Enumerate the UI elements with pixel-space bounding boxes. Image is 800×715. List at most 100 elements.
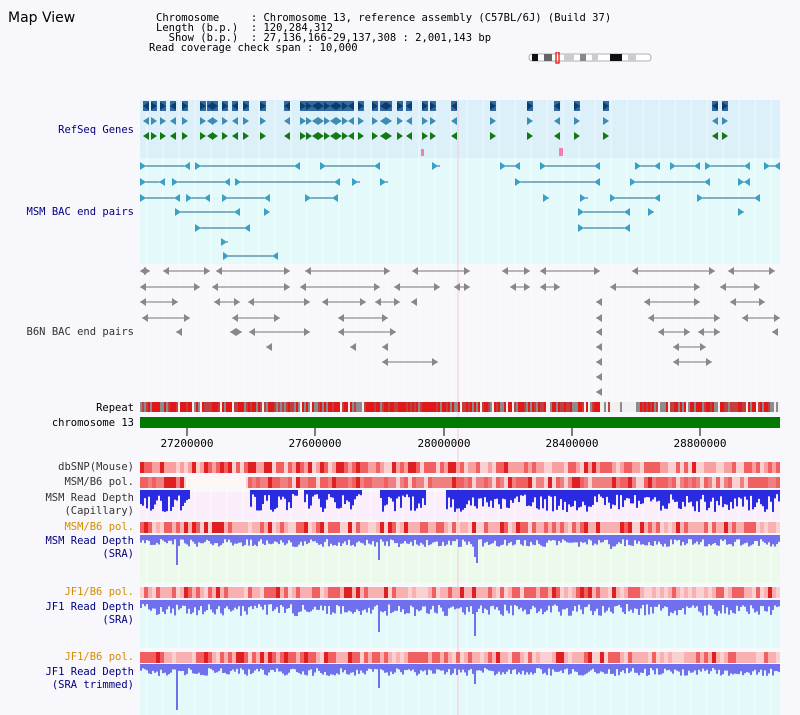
repeat-segment — [712, 402, 714, 412]
jf1-read-depth-trimmed-label-line1[interactable]: JF1 Read Depth — [45, 666, 134, 678]
b6n-bac-end — [304, 298, 310, 306]
msm-bac-end-pairs-label[interactable]: MSM BAC end pairs — [26, 206, 134, 218]
polymorphism-cell — [344, 462, 348, 473]
depth-bar — [312, 490, 314, 497]
polymorphism-cell — [676, 522, 680, 533]
depth-bar — [744, 600, 746, 607]
polymorphism-cell — [692, 587, 696, 598]
polymorphism-cell — [564, 477, 568, 488]
jf1-b6-polymorphism-label[interactable]: JF1/B6 pol. — [64, 586, 134, 598]
jf1-read-depth-sra-label-line1[interactable]: JF1 Read Depth — [45, 601, 134, 613]
repeat-segment — [242, 402, 244, 412]
depth-bar — [778, 535, 780, 542]
depth-bar — [330, 600, 332, 615]
depth-bar — [754, 600, 756, 613]
refseq-gene-arrow — [312, 102, 318, 110]
refseq-gene-arrow — [232, 102, 238, 110]
depth-bar — [646, 535, 648, 546]
repeat-segment — [432, 402, 434, 412]
depth-bar — [254, 664, 256, 671]
depth-bar — [368, 664, 370, 669]
refseq-gene-arrow — [554, 132, 560, 140]
depth-bar — [656, 600, 658, 607]
dbsnp-mouse-label[interactable]: dbSNP(Mouse) — [58, 461, 134, 473]
depth-bar — [228, 600, 230, 610]
depth-bar — [420, 490, 422, 508]
polymorphism-cell — [664, 462, 668, 473]
polymorphism-cell — [512, 587, 516, 598]
depth-bar — [670, 664, 672, 672]
depth-bar — [646, 490, 648, 498]
depth-bar — [702, 535, 704, 540]
polymorphism-cell — [584, 652, 588, 663]
depth-bar — [572, 600, 574, 611]
depth-bar — [172, 490, 174, 507]
polymorphism-cell — [240, 522, 244, 533]
depth-bar — [380, 490, 382, 498]
msm-read-depth-sra-label-line1[interactable]: MSM Read Depth — [45, 535, 134, 547]
chromosome-ideogram[interactable] — [528, 52, 654, 64]
msm-bac-end — [635, 162, 641, 170]
polymorphism-cell — [328, 522, 332, 533]
polymorphism-cell — [600, 587, 604, 598]
depth-bar — [454, 490, 456, 512]
b6n-bac-end-pairs-label[interactable]: B6N BAC end pairs — [26, 326, 134, 338]
depth-bar — [620, 490, 622, 496]
polymorphism-cell — [484, 477, 488, 488]
depth-bar — [246, 664, 248, 676]
polymorphism-cell — [572, 462, 576, 473]
depth-bar — [656, 664, 658, 669]
depth-bar — [372, 664, 374, 672]
b6n-bac-end — [596, 328, 602, 336]
polymorphism-cell — [332, 587, 336, 598]
depth-bar — [776, 600, 778, 608]
polymorphism-cell — [676, 477, 680, 488]
depth-bar — [440, 535, 442, 546]
polymorphism-cell — [392, 587, 396, 598]
depth-bar — [594, 600, 596, 612]
depth-bar — [530, 535, 532, 542]
depth-bar — [310, 490, 312, 506]
depth-bar — [302, 600, 304, 605]
polymorphism-cell — [160, 522, 164, 533]
refseq-genes-label[interactable]: RefSeq Genes — [58, 124, 134, 136]
depth-bar — [546, 535, 548, 543]
depth-bar — [276, 490, 278, 508]
polymorphism-cell — [644, 477, 648, 488]
depth-bar — [624, 535, 626, 547]
depth-bar — [524, 600, 526, 610]
refseq-gene-arrow — [422, 132, 428, 140]
depth-bar — [566, 535, 568, 543]
repeat-segment — [676, 402, 678, 412]
depth-bar — [514, 535, 516, 545]
refseq-gene-arrow — [722, 117, 728, 125]
msm-read-depth-capillary-label-line1[interactable]: MSM Read Depth — [45, 492, 134, 504]
repeat-segment — [244, 402, 246, 412]
depth-bar — [572, 664, 574, 670]
depth-bar — [676, 664, 678, 671]
polymorphism-cell — [600, 652, 604, 663]
repeat-segment — [354, 402, 356, 412]
polymorphism-cell — [772, 462, 776, 473]
polymorphism-cell — [480, 477, 484, 488]
depth-bar — [664, 535, 666, 544]
refseq-gene-arrow — [318, 132, 324, 140]
depth-bar — [458, 535, 460, 547]
msm-bac-end — [580, 194, 586, 202]
msm-b6-polymorphism-label[interactable]: MSM/B6 pol. — [64, 476, 134, 488]
polymorphism-cell — [564, 522, 568, 533]
polymorphism-cell — [496, 522, 500, 533]
jf1-b6-polymorphism-label-2[interactable]: JF1/B6 pol. — [64, 651, 134, 663]
depth-bar — [266, 490, 268, 501]
depth-bar — [442, 664, 444, 671]
msm-b6-polymorphism-label-2[interactable]: MSM/B6 pol. — [64, 521, 134, 533]
depth-bar — [188, 664, 190, 669]
repeat-segment — [664, 402, 666, 412]
depth-bar — [226, 664, 228, 675]
b6n-bac-end — [375, 298, 381, 306]
depth-bar — [326, 535, 328, 540]
b6n-bac-end — [140, 298, 146, 306]
depth-bar — [158, 535, 160, 545]
depth-bar — [598, 600, 600, 616]
